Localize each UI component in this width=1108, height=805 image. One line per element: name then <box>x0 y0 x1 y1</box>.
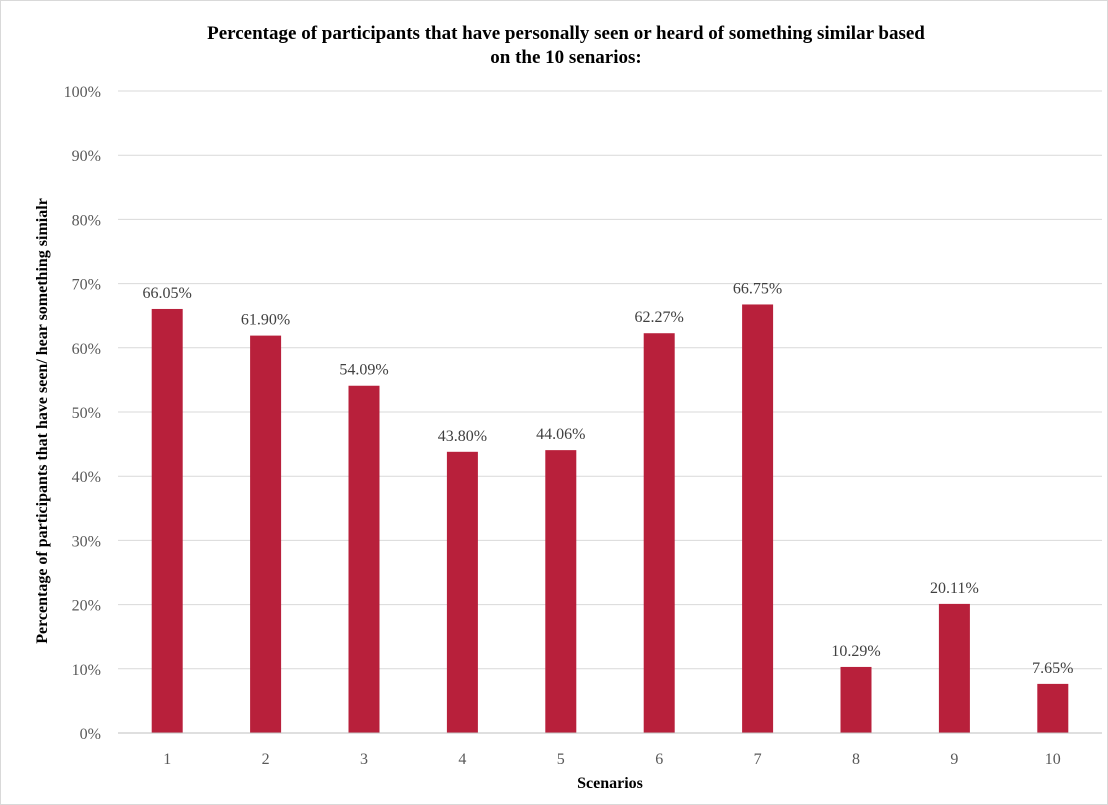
chart-title-line-2: on the 10 senarios: <box>490 47 641 68</box>
y-tick-label: 60% <box>72 341 101 358</box>
y-axis-title: Percentage of participants that have see… <box>34 198 51 644</box>
data-label: 43.80% <box>438 428 487 445</box>
x-tick-label: 5 <box>557 751 565 768</box>
y-tick-label: 0% <box>80 726 101 743</box>
y-tick-label: 80% <box>72 212 101 229</box>
gridlines <box>118 90 1102 670</box>
data-labels: 66.05% 61.90% 54.09% 43.80% 44.06% 62.27% 66.7… <box>143 280 1074 676</box>
y-tick-label: 10% <box>72 662 101 679</box>
bar <box>446 451 478 733</box>
y-tick-label: 100% <box>64 84 101 101</box>
bar <box>545 450 577 733</box>
x-tick-label: 2 <box>262 751 270 768</box>
chart-title-line-1: Percentage of participants that have per… <box>207 23 925 44</box>
bar <box>250 335 282 733</box>
data-label: 44.06% <box>536 426 585 443</box>
y-tick-label: 20% <box>72 598 101 615</box>
data-label: 61.90% <box>241 312 290 329</box>
x-tick-label: 4 <box>458 751 466 768</box>
x-tick-label: 7 <box>754 751 762 768</box>
x-tick-label: 3 <box>360 751 368 768</box>
data-label: 7.65% <box>1032 660 1073 677</box>
bar <box>1037 683 1069 733</box>
y-tick-label: 70% <box>72 277 101 294</box>
x-tick-label: 10 <box>1045 751 1061 768</box>
data-label: 10.29% <box>831 643 880 660</box>
data-label: 54.09% <box>339 362 388 379</box>
x-tick-label: 8 <box>852 751 860 768</box>
data-label: 62.27% <box>635 309 684 326</box>
bar <box>643 333 675 733</box>
bar <box>938 603 970 733</box>
data-label: 66.75% <box>733 280 782 297</box>
x-axis-title: Scenarios <box>577 775 643 792</box>
x-tick-label: 9 <box>950 751 958 768</box>
x-tick-label: 6 <box>655 751 663 768</box>
data-label: 66.05% <box>143 285 192 302</box>
bar <box>840 666 872 733</box>
y-tick-label: 30% <box>72 533 101 550</box>
bar <box>742 304 774 733</box>
bars <box>151 304 1069 733</box>
bar <box>348 385 380 733</box>
y-tick-label: 50% <box>72 405 101 422</box>
x-tick-label: 1 <box>163 751 171 768</box>
bar <box>151 308 183 733</box>
y-axis-tick-labels: 0% 10% 20% 30% 40% 50% 60% 70% 80% 90% 100% <box>64 84 101 743</box>
data-label: 20.11% <box>930 580 979 597</box>
x-axis-tick-labels: 1 2 3 4 5 6 7 8 9 10 <box>163 751 1061 768</box>
y-tick-label: 40% <box>72 469 101 486</box>
y-tick-label: 90% <box>72 148 101 165</box>
